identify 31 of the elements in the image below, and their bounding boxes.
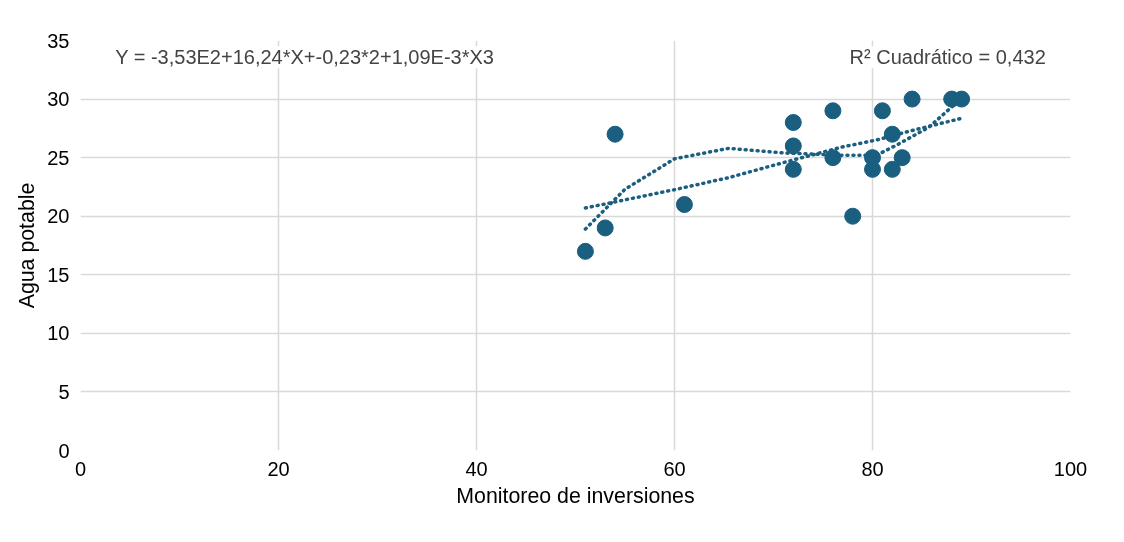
point	[576, 242, 594, 260]
y-tick-label: 20	[47, 205, 70, 228]
y-tick-label: 0	[58, 439, 70, 462]
point	[675, 196, 693, 213]
y-tick-label: 30	[47, 88, 70, 111]
x-axis-title: Monitoreo de inversiones	[456, 483, 695, 508]
annotation: R² Cuadrático = 0,432	[849, 46, 1046, 69]
x-tick-label: 20	[267, 457, 290, 480]
point	[784, 160, 802, 178]
point	[893, 149, 911, 167]
point	[596, 219, 614, 237]
annotation: Y = -3,53E2+16,24*X+-0,23*2+1,09E-3*X3	[115, 46, 494, 69]
y-tick-label: 10	[47, 322, 70, 345]
y-tick-label: 5	[58, 380, 70, 403]
point	[903, 90, 921, 108]
point	[824, 102, 842, 120]
point	[883, 160, 901, 178]
x-tick-label: 60	[663, 457, 686, 480]
point	[844, 207, 862, 225]
y-tick-label: 25	[47, 146, 70, 169]
point	[873, 102, 891, 120]
x-tick-label: 100	[1053, 457, 1088, 480]
point	[784, 114, 802, 131]
point	[784, 137, 802, 155]
x-tick-label: 80	[861, 457, 884, 480]
x-tick-label: 0	[74, 457, 87, 480]
x-tick-label: 40	[465, 457, 488, 480]
y-tick-label: 35	[47, 29, 70, 52]
point	[606, 125, 624, 143]
y-tick-label: 15	[47, 263, 70, 286]
y-axis-title: Agua potable	[15, 182, 40, 309]
